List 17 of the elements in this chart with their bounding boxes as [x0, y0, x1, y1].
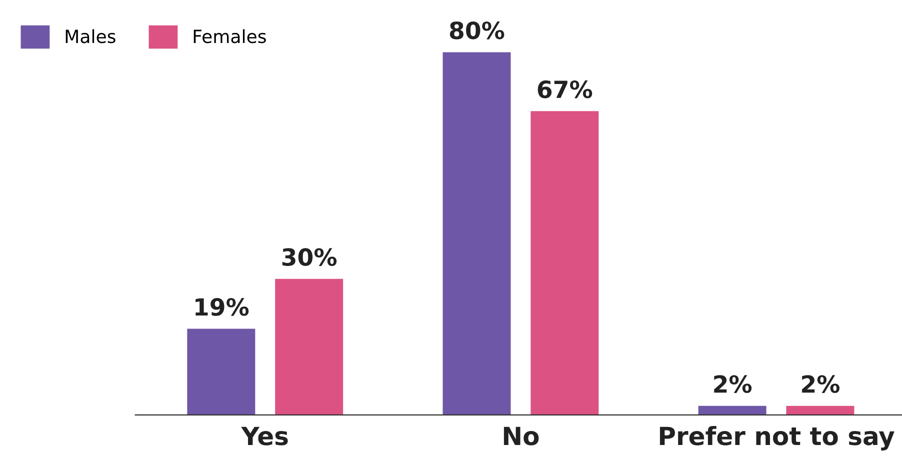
bar	[698, 406, 766, 415]
bar	[275, 278, 344, 415]
bar	[442, 52, 511, 415]
bar	[786, 406, 854, 415]
legend-label: Males	[66, 29, 116, 44]
bar	[530, 111, 599, 415]
bar	[187, 328, 256, 415]
data-label: 2%	[714, 375, 752, 393]
x-tick-label: Yes	[241, 426, 288, 446]
x-tick-label: No	[504, 426, 539, 446]
legend-label: Females	[194, 29, 266, 44]
data-label: 67%	[538, 80, 592, 98]
x-tick-label: Prefer not to say	[660, 426, 894, 450]
data-label: 80%	[450, 21, 504, 40]
data-label: 19%	[196, 298, 249, 316]
data-label: 30%	[282, 248, 337, 266]
data-label: 2%	[802, 375, 840, 393]
